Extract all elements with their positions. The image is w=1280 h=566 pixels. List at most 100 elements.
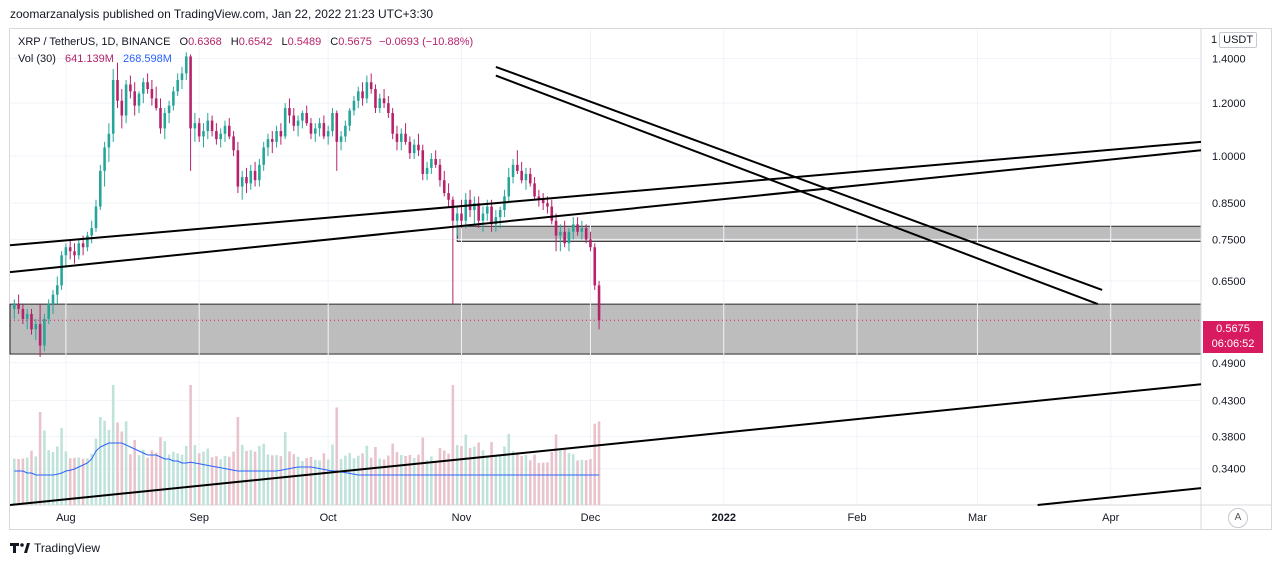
candle-body bbox=[374, 89, 377, 109]
volume-bar bbox=[73, 457, 76, 505]
volume-bar bbox=[576, 460, 579, 505]
volume-bar bbox=[146, 457, 149, 505]
x-tick-label: Oct bbox=[320, 512, 337, 524]
symbol-legend[interactable]: XRP / TetherUS, 1D, BINANCE O0.6368 H0.6… bbox=[18, 36, 473, 48]
volume-bar bbox=[184, 445, 188, 505]
candle-body bbox=[339, 136, 343, 142]
candle-body bbox=[524, 173, 528, 181]
volume-bar bbox=[348, 452, 351, 505]
candle-body bbox=[326, 131, 330, 137]
volume-bar bbox=[571, 454, 575, 505]
candle-body bbox=[451, 199, 455, 221]
volume-bar bbox=[99, 417, 102, 505]
candle-body bbox=[232, 136, 235, 151]
tradingview-brand[interactable]: TradingView bbox=[10, 541, 100, 555]
candle-body bbox=[206, 120, 210, 132]
candle-body bbox=[541, 199, 545, 204]
candle-body bbox=[460, 213, 463, 221]
volume-bar bbox=[81, 458, 85, 505]
volume-bar bbox=[378, 458, 382, 505]
volume-bar bbox=[193, 445, 197, 505]
candle-body bbox=[546, 203, 549, 207]
volume-bar bbox=[584, 460, 588, 505]
volume-bar bbox=[279, 456, 283, 505]
candle-body bbox=[94, 206, 98, 229]
volume-bar bbox=[473, 446, 476, 505]
volume-bar bbox=[64, 451, 68, 505]
volume-bar bbox=[567, 452, 571, 505]
candle-body bbox=[56, 285, 59, 295]
candle-body bbox=[473, 203, 476, 211]
volume-bar bbox=[47, 450, 50, 505]
candle-body bbox=[275, 131, 278, 142]
x-tick-label: Mar bbox=[968, 512, 987, 524]
candle-body bbox=[348, 110, 351, 126]
candle-body bbox=[47, 304, 50, 319]
candle-body bbox=[60, 255, 63, 286]
x-axis-ticks: Aug Sep Oct Nov Dec 2022 Feb Mar Apr bbox=[56, 512, 1119, 524]
candle-body bbox=[520, 170, 523, 181]
candle-body bbox=[438, 164, 442, 181]
candle-body bbox=[584, 228, 588, 240]
last-price-value: 0.5675 bbox=[1216, 323, 1250, 335]
candle-body bbox=[593, 247, 597, 286]
candle-body bbox=[111, 79, 115, 134]
candle-body bbox=[159, 108, 162, 129]
volume-bar bbox=[451, 385, 455, 505]
volume-bar bbox=[133, 439, 136, 505]
volume-bar bbox=[150, 450, 154, 505]
symbol-name[interactable]: XRP / TetherUS, 1D, BINANCE bbox=[18, 36, 171, 48]
close-value: 0.5675 bbox=[338, 36, 372, 48]
candle-body bbox=[236, 150, 240, 187]
volume-bar bbox=[176, 453, 179, 505]
volume-bar bbox=[408, 455, 412, 505]
candle-body bbox=[279, 131, 283, 137]
open-value: 0.6368 bbox=[188, 36, 222, 48]
candle-body bbox=[38, 324, 42, 346]
unit-label[interactable]: USDT bbox=[1219, 32, 1258, 48]
candle-body bbox=[116, 79, 119, 101]
volume-bar bbox=[464, 434, 468, 505]
volume-bar bbox=[326, 459, 330, 505]
x-tick-label: Dec bbox=[581, 512, 601, 524]
volume-bar bbox=[335, 407, 339, 505]
y-tick-label: 0.3400 bbox=[1212, 464, 1246, 476]
candle-body bbox=[391, 113, 394, 134]
candle-body bbox=[550, 206, 554, 221]
auto-scale-button[interactable]: A bbox=[1228, 508, 1248, 528]
volume-bar bbox=[477, 442, 480, 505]
volume-bar bbox=[305, 458, 308, 505]
candle-body bbox=[292, 115, 296, 126]
volume-bar bbox=[331, 444, 334, 505]
candle-body bbox=[395, 133, 399, 142]
unit-prefix: 1 bbox=[1211, 34, 1218, 46]
low-value: 0.5489 bbox=[287, 36, 322, 48]
volume-bar bbox=[232, 451, 235, 505]
close-label: C bbox=[330, 36, 339, 48]
currency-unit[interactable]: 1 USDT bbox=[1211, 32, 1258, 48]
candle-body bbox=[150, 89, 154, 99]
candle-body bbox=[589, 239, 592, 248]
x-tick-label: Feb bbox=[848, 512, 867, 524]
candle-body bbox=[180, 73, 184, 80]
candle-body bbox=[154, 98, 158, 109]
open-label: O bbox=[179, 36, 189, 48]
candle-body bbox=[571, 224, 575, 232]
volume-bar bbox=[296, 456, 300, 505]
volume-bar bbox=[236, 417, 240, 505]
volume-bar bbox=[541, 462, 545, 505]
candle-body bbox=[77, 243, 81, 256]
volume-legend[interactable]: Vol (30) 641.139M 268.598M bbox=[18, 53, 172, 65]
volume-bar bbox=[292, 454, 296, 505]
x-tick-label: 2022 bbox=[711, 512, 735, 524]
volume-bar bbox=[60, 427, 63, 505]
candle-body bbox=[129, 84, 132, 92]
candle-body bbox=[184, 56, 188, 74]
candle-body bbox=[283, 108, 287, 137]
trendline bbox=[9, 383, 1202, 506]
candle-body bbox=[425, 167, 429, 174]
volume-bar bbox=[369, 457, 373, 505]
x-tick-label: Sep bbox=[189, 512, 209, 524]
candle-body bbox=[253, 170, 257, 181]
